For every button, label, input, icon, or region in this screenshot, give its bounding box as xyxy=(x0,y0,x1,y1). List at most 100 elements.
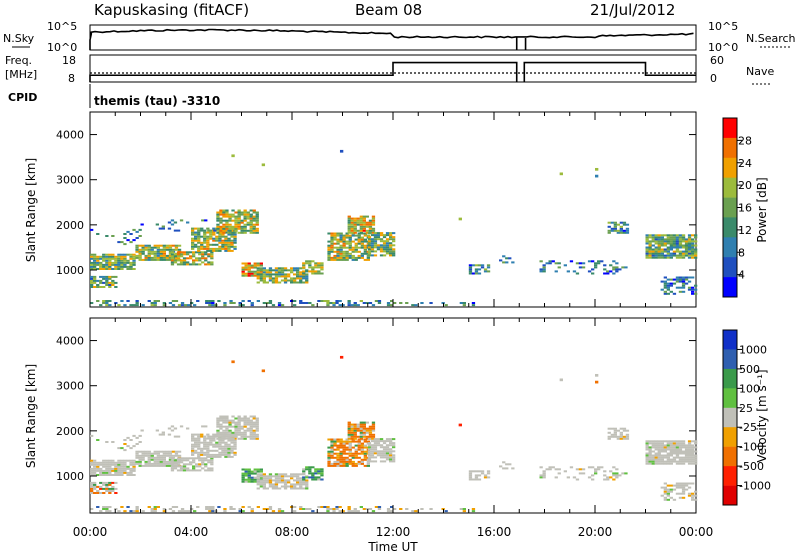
power-cell xyxy=(332,304,336,307)
power-cell xyxy=(192,251,196,254)
velocity-cell xyxy=(351,462,355,465)
velocity-cell xyxy=(678,450,683,453)
velocity-cell xyxy=(105,441,109,443)
velocity-cell xyxy=(176,465,181,468)
power-cell xyxy=(382,234,387,237)
power-cell xyxy=(262,267,266,270)
power-cell xyxy=(691,240,695,243)
velocity-cell xyxy=(429,508,433,510)
velocity-colorbar-tick-label: -500 xyxy=(739,460,764,473)
power-cell xyxy=(557,262,561,265)
velocity-cell xyxy=(389,452,393,455)
velocity-cell xyxy=(246,419,250,422)
power-cell xyxy=(616,223,620,226)
velocity-cell xyxy=(247,480,251,483)
power-cell xyxy=(474,268,479,271)
velocity-cell xyxy=(678,496,683,499)
nave-label: Nave xyxy=(746,65,774,78)
velocity-cell xyxy=(215,449,219,452)
power-cell xyxy=(359,215,363,218)
power-cell xyxy=(253,274,257,277)
velocity-cell xyxy=(262,475,266,478)
power-cell xyxy=(347,217,351,220)
velocity-cell xyxy=(255,427,259,430)
velocity-cell xyxy=(350,425,354,428)
velocity-cell xyxy=(197,439,201,442)
velocity-cell xyxy=(299,479,303,482)
velocity-cell xyxy=(357,438,361,441)
power-cell xyxy=(277,281,282,284)
power-cell xyxy=(347,219,351,222)
power-cell xyxy=(389,246,393,249)
velocity-cell xyxy=(268,481,273,484)
power-cell xyxy=(615,268,619,271)
velocity-cell xyxy=(672,488,677,491)
power-cell xyxy=(99,257,103,260)
velocity-cell xyxy=(339,446,343,449)
velocity-cell xyxy=(327,446,331,449)
velocity-cell xyxy=(666,458,670,461)
power-cell xyxy=(539,268,543,271)
velocity-cell xyxy=(299,481,303,484)
power-cell xyxy=(486,264,491,267)
velocity-cell xyxy=(201,457,205,460)
velocity-cell xyxy=(218,445,222,448)
velocity-cell xyxy=(218,451,222,454)
power-cell xyxy=(243,231,247,234)
velocity-cell xyxy=(356,427,360,430)
velocity-cell xyxy=(162,510,166,513)
velocity-cell xyxy=(669,442,673,445)
power-cell xyxy=(351,250,355,253)
power-cell xyxy=(347,302,351,304)
velocity-cell xyxy=(228,435,232,438)
power-cell xyxy=(625,223,630,226)
velocity-cell xyxy=(389,438,393,441)
power-cell xyxy=(684,244,689,247)
velocity-cell xyxy=(224,435,228,438)
y-tick-label: 3000 xyxy=(56,174,84,187)
power-cell xyxy=(368,219,373,222)
power-cell xyxy=(249,231,253,234)
power-cell xyxy=(502,261,506,264)
velocity-cell xyxy=(105,506,109,508)
velocity-cell xyxy=(159,450,163,453)
power-cell xyxy=(311,268,315,271)
power-cell xyxy=(392,238,396,241)
power-cell xyxy=(108,284,112,286)
velocity-cell xyxy=(96,492,100,494)
velocity-cell xyxy=(339,438,343,441)
velocity-cell xyxy=(132,445,136,448)
velocity-cell xyxy=(350,437,354,440)
velocity-cell xyxy=(645,446,649,449)
power-cell xyxy=(336,234,340,237)
power-cell xyxy=(141,250,145,253)
power-cell xyxy=(247,272,251,275)
velocity-cell xyxy=(203,451,207,454)
power-cell xyxy=(238,304,242,307)
power-cell xyxy=(105,279,109,282)
power-cell xyxy=(280,275,285,278)
power-cell xyxy=(111,261,115,264)
power-cell xyxy=(227,245,231,248)
power-cell xyxy=(210,263,214,266)
velocity-cell xyxy=(283,487,288,490)
power-cell xyxy=(102,286,106,288)
power-cell xyxy=(330,236,334,239)
velocity-cell xyxy=(191,435,195,438)
power-cell xyxy=(353,225,357,228)
power-cell xyxy=(117,263,121,266)
power-cell xyxy=(259,270,263,273)
power-cell xyxy=(468,268,473,271)
power-cell xyxy=(392,236,396,239)
power-cell xyxy=(111,235,115,237)
velocity-cell xyxy=(654,460,658,463)
power-cell xyxy=(244,264,248,267)
power-cell xyxy=(350,219,354,222)
velocity-cell xyxy=(385,452,390,455)
power-cell xyxy=(360,256,364,259)
velocity-cell xyxy=(244,478,248,481)
power-cell xyxy=(90,253,94,256)
velocity-cell xyxy=(342,446,346,449)
power-cell xyxy=(330,256,334,259)
velocity-cell xyxy=(684,444,689,447)
